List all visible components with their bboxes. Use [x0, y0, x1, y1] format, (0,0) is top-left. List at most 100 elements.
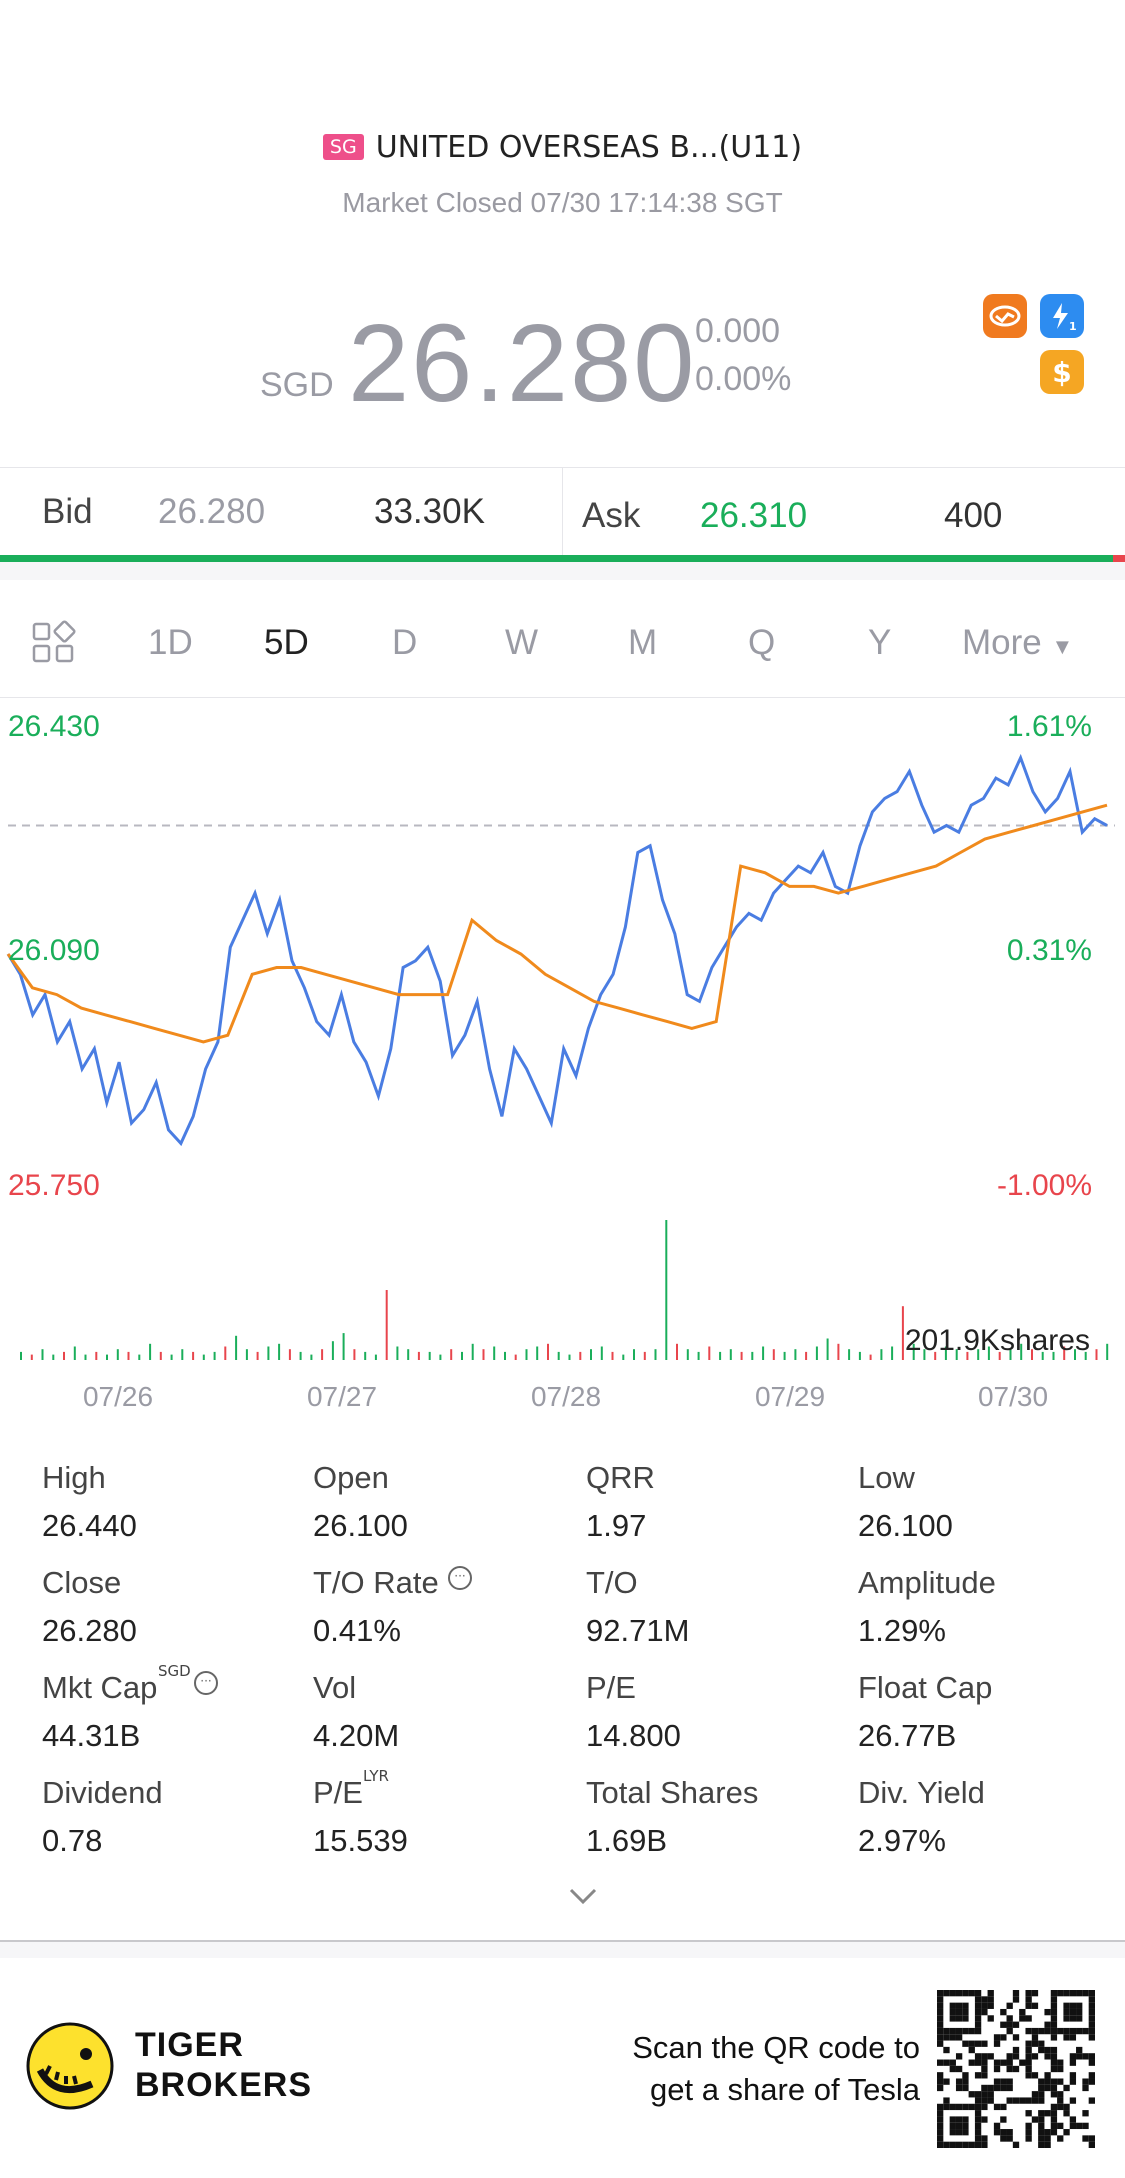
qr-module	[1038, 2046, 1045, 2054]
ask-price[interactable]: 26.310	[700, 496, 808, 535]
qr-module	[962, 1990, 969, 1997]
bid-price[interactable]: 26.280	[158, 492, 266, 531]
volume-bar	[740, 1351, 743, 1360]
qr-module	[1006, 2129, 1013, 2136]
market-status: Market Closed 07/30 17:14:38 SGT	[342, 187, 783, 218]
volume-bar	[547, 1343, 549, 1360]
qr-module	[1088, 2021, 1095, 2028]
qr-module	[1050, 2034, 1058, 2041]
qr-module	[974, 2027, 982, 2035]
qr-module	[1038, 2084, 1045, 2092]
volume-bar	[417, 1351, 420, 1360]
qr-module	[1044, 2084, 1051, 2092]
qr-module	[949, 2103, 956, 2111]
qr-module	[1076, 2015, 1083, 2022]
bid-ask-divider	[562, 467, 563, 555]
qr-code-icon[interactable]	[937, 1990, 1095, 2148]
qr-module	[987, 2015, 994, 2022]
volume-bar	[1041, 1351, 1044, 1360]
stock-name: UNITED OVERSEAS B...(U11)	[375, 130, 803, 165]
stat-label: Low	[858, 1460, 915, 1495]
qr-module	[974, 2021, 982, 2028]
qr-module	[1088, 2141, 1095, 2148]
qr-module	[1088, 1990, 1095, 1997]
volume-bar	[450, 1349, 453, 1360]
ask-label: Ask	[582, 496, 641, 535]
volume-bar	[127, 1351, 130, 1360]
tab-more[interactable]: More ▼	[962, 623, 1073, 663]
qr-module	[987, 2002, 994, 2009]
svg-text:1: 1	[1069, 320, 1077, 332]
qr-module	[1025, 2097, 1032, 2104]
qr-module	[1006, 2053, 1013, 2060]
qr-module	[1025, 2065, 1032, 2073]
qr-module	[1012, 1996, 1020, 2003]
qr-module	[949, 2065, 956, 2073]
qr-module	[974, 2072, 982, 2079]
qr-module	[937, 2078, 944, 2085]
stat-label: Div. Yield	[858, 1775, 985, 1810]
qr-module	[1088, 2053, 1095, 2060]
qr-module	[1006, 2065, 1013, 2073]
tab-1d[interactable]: 1D	[148, 623, 193, 662]
qr-module	[1025, 2040, 1032, 2047]
x-axis-label: 07/26	[83, 1381, 153, 1412]
ask-ratio-bar	[1113, 555, 1125, 562]
tab-y[interactable]: Y	[868, 623, 892, 662]
info-more-icon[interactable]: ···	[448, 1566, 472, 1590]
stat-value: 0.41%	[313, 1613, 401, 1648]
qr-module	[1057, 1990, 1064, 1997]
caret-down-icon: ▼	[1051, 634, 1074, 659]
volume-bar	[643, 1351, 646, 1360]
qr-module	[943, 2034, 950, 2041]
volume-bar	[288, 1349, 291, 1360]
lightning-level1-icon[interactable]: 1	[1040, 294, 1084, 338]
qr-module	[1031, 2040, 1039, 2047]
qr-module	[949, 2027, 956, 2035]
qr-module	[1069, 2072, 1077, 2079]
qr-module	[1006, 2027, 1013, 2035]
tab-5d[interactable]: 5D	[264, 623, 309, 662]
qr-module	[1050, 2021, 1058, 2028]
qr-module	[943, 2046, 950, 2054]
qr-module	[949, 1990, 956, 1997]
qr-module	[968, 2091, 975, 2098]
qr-module	[987, 2053, 994, 2060]
tab-w[interactable]: W	[505, 623, 539, 662]
qr-module	[1069, 2116, 1077, 2123]
grid-layout-icon[interactable]	[32, 620, 76, 664]
qr-module	[974, 2091, 982, 2098]
qr-module	[1050, 1990, 1058, 1997]
tab-d[interactable]: D	[392, 623, 418, 662]
volume-bar	[1106, 1343, 1109, 1360]
qr-module	[1057, 2027, 1064, 2035]
intraday-chart[interactable]: 26.430 26.090 25.750 1.61% 0.31% -1.00% 201.9K…	[0, 700, 1125, 1420]
qr-module	[974, 1990, 982, 1997]
qr-module	[962, 2103, 969, 2111]
handshake-icon[interactable]	[983, 294, 1027, 338]
qr-module	[962, 2129, 969, 2136]
brand-line-2: BROKERS	[135, 2066, 313, 2104]
qr-module	[1025, 2072, 1032, 2079]
qr-module	[1088, 2059, 1095, 2066]
expand-chevron-icon[interactable]	[566, 1884, 600, 1908]
qr-module	[1069, 2027, 1077, 2035]
tab-m[interactable]: M	[628, 623, 658, 662]
qr-module	[937, 1990, 944, 1997]
volume-bar	[557, 1351, 560, 1360]
qr-module	[1050, 2129, 1058, 2136]
qr-module	[1082, 2122, 1089, 2130]
volume-bar	[654, 1349, 657, 1360]
volume-bar	[1095, 1349, 1098, 1360]
qr-module	[1000, 2034, 1007, 2041]
qr-module	[1031, 1990, 1039, 1997]
qr-module	[1076, 2053, 1083, 2060]
info-more-icon[interactable]: ···	[194, 1671, 218, 1695]
last-price: 26.280	[348, 302, 697, 425]
qr-module	[981, 2135, 988, 2142]
price-change: 0.000	[695, 312, 781, 350]
qr-module	[981, 2097, 988, 2104]
qr-module	[1063, 2002, 1070, 2009]
tab-q[interactable]: Q	[748, 623, 776, 662]
dollar-icon[interactable]: $	[1040, 350, 1084, 394]
